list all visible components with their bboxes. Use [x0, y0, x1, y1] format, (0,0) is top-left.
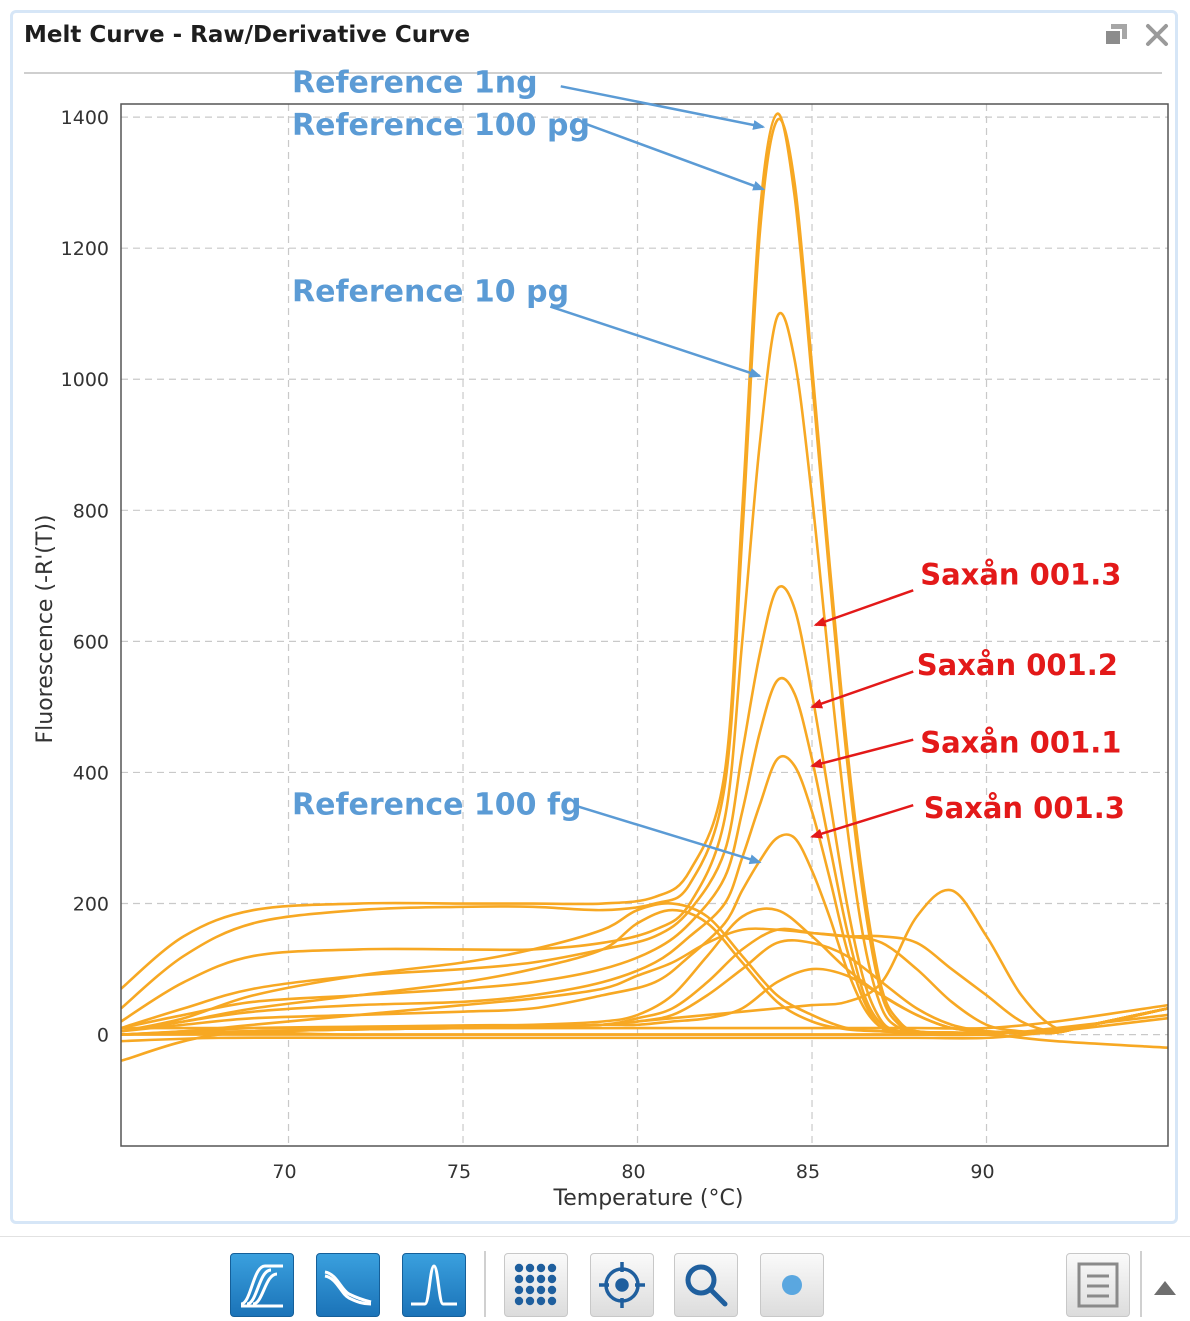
- series-line: [120, 1031, 1169, 1063]
- annotation-arrow: [810, 738, 914, 769]
- series-line: [120, 112, 1169, 1035]
- dot-icon[interactable]: [760, 1253, 824, 1317]
- y-tick-label: 800: [73, 500, 109, 522]
- series-line: [120, 927, 1169, 1036]
- grid-dot: [536, 1296, 546, 1306]
- well-grid-icon[interactable]: [504, 1253, 568, 1317]
- grid-dot: [514, 1274, 524, 1284]
- annotations: Reference 1ng Reference 100 pg Reference 1…: [292, 65, 1125, 865]
- grid-dot: [547, 1274, 557, 1284]
- annotation-arrow: [810, 670, 914, 709]
- grid-dot: [514, 1285, 524, 1295]
- y-tick-label: 1400: [61, 107, 109, 129]
- series-lines: [120, 112, 1169, 1063]
- grid-dot: [525, 1263, 535, 1273]
- y-tick-label: 600: [73, 631, 109, 653]
- title-divider: [24, 72, 1162, 74]
- grid-dot: [514, 1263, 524, 1273]
- y-tick-label: 1200: [61, 238, 109, 260]
- x-tick-label: 75: [447, 1161, 471, 1183]
- y-tick-label: 400: [73, 762, 109, 784]
- grid-dot: [536, 1274, 546, 1284]
- y-tick-label: 1000: [61, 369, 109, 391]
- series-line: [120, 927, 1169, 1036]
- annotation-arrow: [549, 305, 762, 378]
- normalized-curve-icon[interactable]: [316, 1253, 380, 1317]
- restore-window-icon[interactable]: [1102, 22, 1130, 54]
- grid-dot: [547, 1285, 557, 1295]
- annotation-label: Saxån 001.1: [920, 725, 1121, 759]
- annotation-label: Saxån 001.3: [920, 558, 1121, 592]
- grid-dot: [547, 1296, 557, 1306]
- target-locate-icon[interactable]: [590, 1253, 654, 1317]
- annotation-label: Reference 1ng: [292, 65, 538, 100]
- export-icon[interactable]: [1066, 1253, 1130, 1317]
- grid-dot: [536, 1285, 546, 1295]
- grid-dot: [525, 1274, 535, 1284]
- annotation-arrow: [810, 804, 914, 839]
- x-tick-label: 85: [796, 1161, 820, 1183]
- annotation-label: Reference 10 pg: [292, 274, 569, 309]
- derivative-peak-icon[interactable]: [402, 1253, 466, 1317]
- y-tick-label: 200: [73, 894, 109, 916]
- annotation-arrow: [577, 805, 762, 865]
- annotation-arrow: [813, 589, 914, 627]
- series-line: [120, 1003, 1169, 1030]
- axis-ticks: 70 75 80 85 90 0 200 400 600 800 1000 1200 1400: [61, 107, 995, 1183]
- x-tick-label: 70: [272, 1161, 296, 1183]
- collapse-up-icon[interactable]: [1148, 1253, 1182, 1317]
- grid-dot: [525, 1285, 535, 1295]
- series-line: [120, 117, 1169, 1035]
- x-tick-label: 80: [621, 1161, 645, 1183]
- raw-curve-icon[interactable]: [230, 1253, 294, 1317]
- close-icon[interactable]: [1144, 22, 1170, 54]
- melt-curve-chart: 70 75 80 85 90 0 200 400 600 800 1000 1200 1400 Temp…: [33, 65, 1169, 1211]
- annotation-arrow: [584, 122, 766, 191]
- x-axis-label: Temperature (°C): [553, 1186, 744, 1211]
- panel-title: Melt Curve - Raw/Derivative Curve: [24, 22, 471, 48]
- grid-dot: [536, 1263, 546, 1273]
- annotation-label: Saxån 001.3: [924, 791, 1125, 825]
- toolbar: [0, 1236, 1190, 1321]
- y-axis-label: Fluorescence (-R'(T)): [33, 515, 58, 744]
- toolbar-separator: [484, 1251, 486, 1317]
- grid-dot: [525, 1296, 535, 1306]
- annotation-label: Reference 100 fg: [292, 788, 582, 823]
- grid-dot: [547, 1263, 557, 1273]
- annotation-arrow: [560, 85, 766, 130]
- annotation-label: Saxån 001.2: [917, 648, 1118, 682]
- y-tick-label: 0: [97, 1025, 109, 1047]
- grid-dot: [514, 1296, 524, 1306]
- zoom-icon[interactable]: [674, 1253, 738, 1317]
- x-tick-label: 90: [970, 1161, 994, 1183]
- toolbar-separator: [1140, 1251, 1142, 1317]
- annotation-label: Reference 100 pg: [292, 108, 590, 143]
